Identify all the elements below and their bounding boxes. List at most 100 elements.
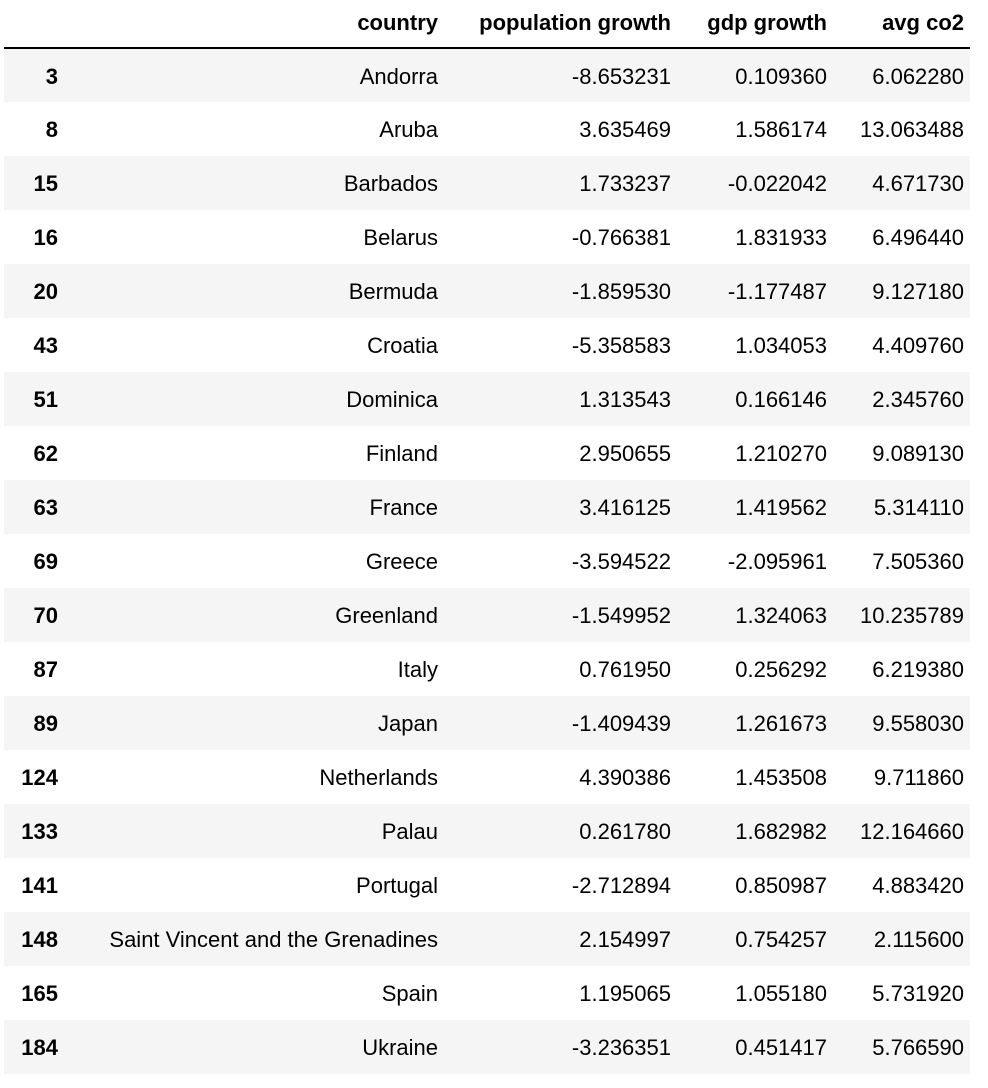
table-row: 70 Greenland -1.549952 1.324063 10.235789 [4,588,970,642]
cell-gdp-growth: 1.586174 [677,102,833,156]
row-index: 124 [4,750,58,804]
cell-gdp-growth: 0.850987 [677,858,833,912]
cell-avg-co2-text: 4.883420 [872,873,964,898]
row-index: 3 [4,48,58,102]
row-index: 51 [4,372,58,426]
cell-avg-co2: 5.731920 [833,966,970,1020]
cell-country: Finland [58,426,444,480]
cell-avg-co2: 9.089130 [833,426,970,480]
row-index-text: 133 [21,819,58,844]
row-index-text: 3 [45,63,58,89]
row-index-text: 63 [33,495,58,520]
cell-avg-co2-text: 4.671730 [872,171,964,196]
row-index-text: 124 [21,765,58,790]
cell-avg-co2: 5.766590 [833,1020,970,1074]
cell-gdp-growth-text: 0.109360 [735,63,827,89]
cell-avg-co2-text: 2.115600 [873,927,964,952]
table-row: 8 Aruba 3.635469 1.586174 13.063488 [4,102,970,156]
cell-population-growth: -3.236351 [444,1020,677,1074]
cell-avg-co2-text: 7.505360 [872,549,964,574]
cell-gdp-growth-text: -1.177487 [727,279,827,304]
cell-gdp-growth-text: 1.682982 [735,819,827,844]
cell-gdp-growth: -2.095961 [677,534,833,588]
cell-avg-co2-text: 9.711860 [873,765,964,790]
cell-avg-co2: 4.671730 [833,156,970,210]
cell-country: Ukraine [58,1020,444,1074]
cell-population-growth-text: -2.712894 [571,873,671,898]
cell-gdp-growth: -1.177487 [677,264,833,318]
table-row: 141 Portugal -2.712894 0.850987 4.883420 [4,858,970,912]
cell-gdp-growth: 1.324063 [677,588,833,642]
cell-population-growth: 2.950655 [444,426,677,480]
cell-population-growth: -0.766381 [444,210,677,264]
cell-gdp-growth-text: 1.034053 [735,333,827,358]
cell-gdp-growth: 1.682982 [677,804,833,858]
row-index: 70 [4,588,58,642]
row-index: 87 [4,642,58,696]
cell-gdp-growth: 0.256292 [677,642,833,696]
cell-population-growth-text: -0.766381 [571,225,671,250]
row-index-text: 15 [33,171,58,196]
row-index: 165 [4,966,58,1020]
cell-gdp-growth: 1.210270 [677,426,833,480]
cell-gdp-growth: -0.022042 [677,156,833,210]
column-header-avg-co2: avg co2 [833,0,970,49]
row-index: 133 [4,804,58,858]
cell-population-growth-text: 2.154997 [579,927,671,952]
cell-avg-co2: 9.127180 [833,264,970,318]
cell-avg-co2-text: 9.558030 [872,711,964,736]
column-header-country: country [58,0,444,49]
cell-population-growth: 0.261780 [444,804,677,858]
cell-country-text: Palau [381,819,438,844]
cell-country-text: Portugal [356,873,438,898]
row-index-text: 16 [33,225,58,250]
cell-population-growth-text: 2.950655 [579,441,671,466]
table-row: 165 Spain 1.195065 1.055180 5.731920 [4,966,970,1020]
table-row: 43 Croatia -5.358583 1.034053 4.409760 [4,318,970,372]
table-row: 184 Ukraine -3.236351 0.451417 5.766590 [4,1020,970,1074]
cell-population-growth-text: 1.195065 [579,981,671,1006]
cell-country-text: Ukraine [362,1035,438,1060]
table-row: 63 France 3.416125 1.419562 5.314110 [4,480,970,534]
cell-avg-co2: 6.496440 [833,210,970,264]
row-index: 89 [4,696,58,750]
cell-avg-co2-text: 4.409760 [872,333,964,358]
cell-population-growth: 2.154997 [444,912,677,966]
cell-country-text: Saint Vincent and the Grenadines [109,927,438,952]
row-index: 141 [4,858,58,912]
row-index: 20 [4,264,58,318]
cell-population-growth: 1.733237 [444,156,677,210]
cell-population-growth: -1.859530 [444,264,677,318]
table-row: 148 Saint Vincent and the Grenadines 2.154… [4,912,970,966]
cell-gdp-growth: 1.419562 [677,480,833,534]
row-index: 62 [4,426,58,480]
cell-country-text: Italy [397,657,438,682]
cell-country: Greece [58,534,444,588]
cell-country-text: Netherlands [319,765,438,790]
cell-country: Aruba [58,102,444,156]
cell-gdp-growth-text: 1.831933 [735,225,827,250]
cell-population-growth-text: -8.653231 [571,63,671,89]
cell-population-growth-text: 3.635469 [579,117,671,142]
cell-avg-co2: 6.219380 [833,642,970,696]
cell-population-growth: -1.549952 [444,588,677,642]
table-row: 16 Belarus -0.766381 1.831933 6.496440 [4,210,970,264]
column-header-population-growth: population growth [444,0,677,49]
cell-country-text: Dominica [346,387,438,412]
cell-population-growth-text: 3.416125 [579,495,671,520]
row-index-text: 141 [21,873,58,898]
row-index-text: 20 [33,279,58,304]
cell-avg-co2: 4.883420 [833,858,970,912]
row-index-text: 89 [33,711,58,736]
cell-avg-co2-text: 10.235789 [860,603,964,628]
cell-population-growth-text: -3.594522 [571,549,671,574]
cell-country: France [58,480,444,534]
cell-gdp-growth-text: 0.256292 [735,657,827,682]
cell-avg-co2-text: 13.063488 [860,117,964,142]
cell-population-growth-text: 0.761950 [579,657,671,682]
cell-gdp-growth-text: 0.754257 [735,927,827,952]
cell-population-growth-text: -1.549952 [571,603,671,628]
cell-gdp-growth-text: 0.850987 [735,873,827,898]
cell-avg-co2: 2.115600 [833,912,970,966]
cell-avg-co2-text: 5.766590 [872,1035,964,1060]
